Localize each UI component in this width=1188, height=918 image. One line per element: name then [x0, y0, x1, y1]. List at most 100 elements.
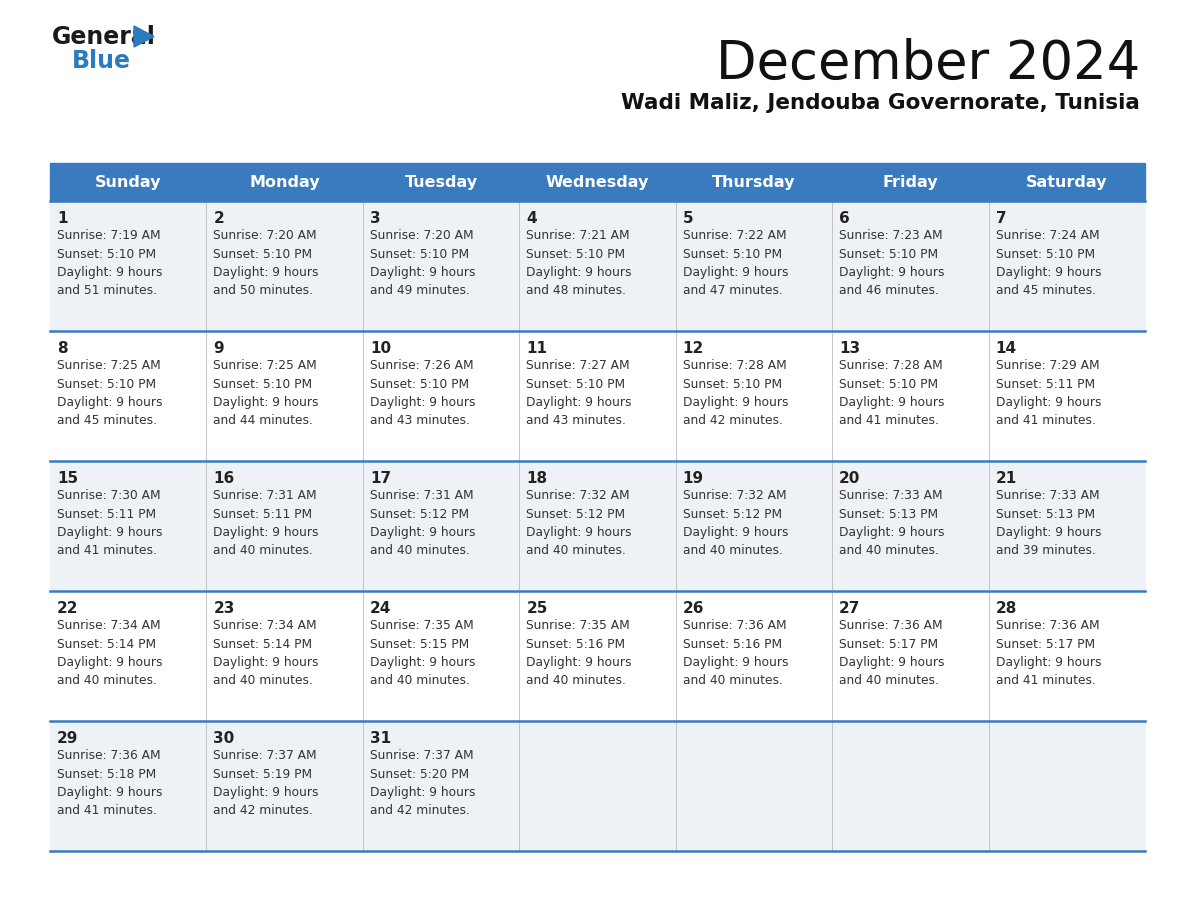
Text: Sunrise: 7:35 AM: Sunrise: 7:35 AM [526, 619, 630, 632]
Text: 6: 6 [839, 211, 849, 226]
Text: Sunset: 5:11 PM: Sunset: 5:11 PM [996, 377, 1094, 390]
Text: and 40 minutes.: and 40 minutes. [839, 675, 939, 688]
Text: 21: 21 [996, 471, 1017, 486]
Text: Sunset: 5:16 PM: Sunset: 5:16 PM [683, 637, 782, 651]
Text: Sunrise: 7:29 AM: Sunrise: 7:29 AM [996, 359, 1099, 372]
Text: and 40 minutes.: and 40 minutes. [214, 675, 314, 688]
Text: Sunset: 5:10 PM: Sunset: 5:10 PM [526, 377, 625, 390]
Text: and 42 minutes.: and 42 minutes. [214, 804, 314, 818]
Text: Sunset: 5:15 PM: Sunset: 5:15 PM [369, 637, 469, 651]
Bar [50, 721, 1145, 851]
Text: and 42 minutes.: and 42 minutes. [369, 804, 469, 818]
Text: Wadi Maliz, Jendouba Governorate, Tunisia: Wadi Maliz, Jendouba Governorate, Tunisi… [621, 93, 1140, 113]
Text: Sunrise: 7:32 AM: Sunrise: 7:32 AM [526, 489, 630, 502]
Text: and 48 minutes.: and 48 minutes. [526, 285, 626, 297]
Text: 17: 17 [369, 471, 391, 486]
Text: and 46 minutes.: and 46 minutes. [839, 285, 939, 297]
Text: 22: 22 [57, 601, 78, 616]
Text: Sunset: 5:12 PM: Sunset: 5:12 PM [526, 508, 625, 521]
Text: 28: 28 [996, 601, 1017, 616]
Text: Sunrise: 7:22 AM: Sunrise: 7:22 AM [683, 229, 786, 242]
Text: Sunset: 5:10 PM: Sunset: 5:10 PM [57, 377, 156, 390]
Text: Daylight: 9 hours: Daylight: 9 hours [839, 656, 944, 669]
Text: Sunrise: 7:27 AM: Sunrise: 7:27 AM [526, 359, 630, 372]
Text: Sunset: 5:10 PM: Sunset: 5:10 PM [996, 248, 1094, 261]
Text: Daylight: 9 hours: Daylight: 9 hours [57, 526, 163, 539]
Text: 3: 3 [369, 211, 380, 226]
Text: Sunset: 5:12 PM: Sunset: 5:12 PM [369, 508, 469, 521]
Text: 20: 20 [839, 471, 860, 486]
Text: and 43 minutes.: and 43 minutes. [526, 415, 626, 428]
Text: 4: 4 [526, 211, 537, 226]
Text: Sunset: 5:10 PM: Sunset: 5:10 PM [839, 377, 939, 390]
Text: Sunrise: 7:21 AM: Sunrise: 7:21 AM [526, 229, 630, 242]
Text: Sunset: 5:14 PM: Sunset: 5:14 PM [57, 637, 156, 651]
Text: Sunset: 5:10 PM: Sunset: 5:10 PM [57, 248, 156, 261]
Text: 2: 2 [214, 211, 225, 226]
Text: 11: 11 [526, 341, 548, 356]
Text: 13: 13 [839, 341, 860, 356]
Text: Saturday: Saturday [1026, 174, 1107, 189]
Text: Daylight: 9 hours: Daylight: 9 hours [683, 526, 788, 539]
Text: Daylight: 9 hours: Daylight: 9 hours [839, 526, 944, 539]
Text: Sunset: 5:14 PM: Sunset: 5:14 PM [214, 637, 312, 651]
Text: Sunrise: 7:28 AM: Sunrise: 7:28 AM [839, 359, 943, 372]
Text: Daylight: 9 hours: Daylight: 9 hours [214, 266, 318, 279]
Text: Sunrise: 7:37 AM: Sunrise: 7:37 AM [369, 749, 474, 762]
Text: General: General [52, 25, 156, 49]
Text: and 40 minutes.: and 40 minutes. [57, 675, 157, 688]
Text: 24: 24 [369, 601, 391, 616]
Text: and 41 minutes.: and 41 minutes. [996, 675, 1095, 688]
Text: Daylight: 9 hours: Daylight: 9 hours [839, 266, 944, 279]
Text: Sunset: 5:10 PM: Sunset: 5:10 PM [683, 377, 782, 390]
Text: Sunrise: 7:20 AM: Sunrise: 7:20 AM [369, 229, 474, 242]
Bar [50, 461, 1145, 591]
Text: Daylight: 9 hours: Daylight: 9 hours [683, 396, 788, 409]
Text: Sunday: Sunday [95, 174, 162, 189]
Text: Sunset: 5:18 PM: Sunset: 5:18 PM [57, 767, 157, 780]
Text: Sunrise: 7:33 AM: Sunrise: 7:33 AM [839, 489, 943, 502]
Text: and 41 minutes.: and 41 minutes. [839, 415, 939, 428]
Text: and 42 minutes.: and 42 minutes. [683, 415, 783, 428]
Text: and 41 minutes.: and 41 minutes. [57, 544, 157, 557]
Text: Sunset: 5:17 PM: Sunset: 5:17 PM [996, 637, 1094, 651]
Text: Sunrise: 7:32 AM: Sunrise: 7:32 AM [683, 489, 786, 502]
Text: Sunset: 5:10 PM: Sunset: 5:10 PM [839, 248, 939, 261]
Text: Sunset: 5:12 PM: Sunset: 5:12 PM [683, 508, 782, 521]
Text: Sunrise: 7:31 AM: Sunrise: 7:31 AM [214, 489, 317, 502]
Text: Sunrise: 7:23 AM: Sunrise: 7:23 AM [839, 229, 943, 242]
Text: Daylight: 9 hours: Daylight: 9 hours [369, 266, 475, 279]
Text: and 40 minutes.: and 40 minutes. [369, 544, 469, 557]
Text: and 40 minutes.: and 40 minutes. [214, 544, 314, 557]
Text: Sunrise: 7:34 AM: Sunrise: 7:34 AM [214, 619, 317, 632]
Text: 16: 16 [214, 471, 235, 486]
Text: Daylight: 9 hours: Daylight: 9 hours [214, 656, 318, 669]
Text: Wednesday: Wednesday [545, 174, 649, 189]
Text: Sunrise: 7:24 AM: Sunrise: 7:24 AM [996, 229, 1099, 242]
Text: Sunset: 5:10 PM: Sunset: 5:10 PM [214, 377, 312, 390]
Text: and 45 minutes.: and 45 minutes. [996, 285, 1095, 297]
Text: 25: 25 [526, 601, 548, 616]
Text: 8: 8 [57, 341, 68, 356]
Text: Daylight: 9 hours: Daylight: 9 hours [214, 786, 318, 799]
Text: Sunrise: 7:31 AM: Sunrise: 7:31 AM [369, 489, 474, 502]
Text: Daylight: 9 hours: Daylight: 9 hours [369, 656, 475, 669]
Text: 23: 23 [214, 601, 235, 616]
Text: Friday: Friday [883, 174, 939, 189]
Text: Daylight: 9 hours: Daylight: 9 hours [57, 656, 163, 669]
Text: 31: 31 [369, 731, 391, 746]
Text: Sunset: 5:19 PM: Sunset: 5:19 PM [214, 767, 312, 780]
Text: Thursday: Thursday [712, 174, 796, 189]
Text: Daylight: 9 hours: Daylight: 9 hours [526, 266, 632, 279]
Text: and 40 minutes.: and 40 minutes. [369, 675, 469, 688]
Text: Daylight: 9 hours: Daylight: 9 hours [369, 786, 475, 799]
Text: and 47 minutes.: and 47 minutes. [683, 285, 783, 297]
Text: Sunset: 5:11 PM: Sunset: 5:11 PM [57, 508, 156, 521]
Text: 15: 15 [57, 471, 78, 486]
Text: Daylight: 9 hours: Daylight: 9 hours [214, 396, 318, 409]
Text: Daylight: 9 hours: Daylight: 9 hours [369, 526, 475, 539]
Text: Sunset: 5:11 PM: Sunset: 5:11 PM [214, 508, 312, 521]
Text: Daylight: 9 hours: Daylight: 9 hours [214, 526, 318, 539]
Text: 5: 5 [683, 211, 694, 226]
Bar [50, 163, 1145, 201]
